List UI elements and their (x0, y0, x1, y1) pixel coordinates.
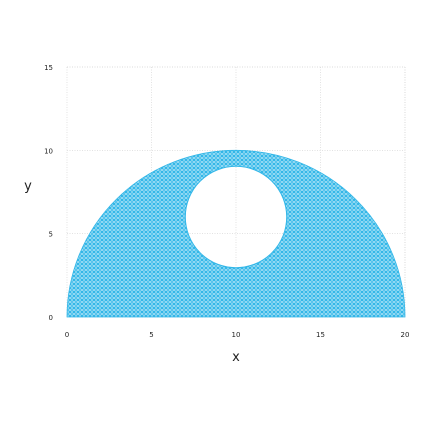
y-tick-label: 0 (49, 314, 53, 322)
y-tick-label: 15 (44, 64, 53, 72)
x-tick-label: 10 (232, 331, 241, 339)
x-tick-label: 0 (65, 331, 69, 339)
x-tick-label: 20 (401, 331, 410, 339)
y-tick-label: 5 (49, 231, 53, 239)
x-tick-label: 15 (316, 331, 325, 339)
y-axis-ticks: 0 5 10 15 (44, 64, 53, 322)
mesh-region (66, 149, 406, 318)
hole-boundary (184, 165, 288, 269)
x-axis-label: x (232, 350, 240, 365)
y-tick-label: 10 (44, 147, 53, 155)
x-axis-ticks: 0 5 10 15 20 (65, 331, 410, 339)
y-axis-label: y (24, 179, 32, 194)
x-tick-label: 5 (149, 331, 153, 339)
